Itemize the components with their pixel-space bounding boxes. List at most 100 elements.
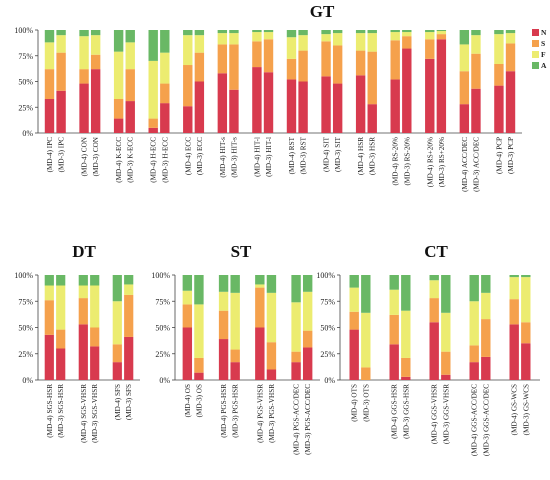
category-label: (MD-4) HSR — [357, 137, 365, 175]
bar-segment-f — [355, 33, 366, 51]
bar-segment-a — [160, 30, 170, 53]
y-tick-label: 100% — [151, 271, 170, 280]
bar-segment-f — [183, 35, 193, 66]
category-label: (MD-3) SFS — [125, 384, 133, 420]
bar-segment-a — [194, 275, 204, 305]
bar-segment-f — [125, 42, 135, 70]
bar-segment-n — [183, 106, 193, 133]
bar-segment-n — [113, 118, 124, 133]
bar-segment-s — [217, 44, 228, 74]
bar-segment-n — [44, 99, 55, 133]
legend-swatch-n — [532, 29, 539, 36]
bar-segment-a — [291, 275, 301, 303]
bar-segment-s — [390, 40, 400, 80]
category-label: (MD-4) GGS-VHSR — [431, 384, 439, 444]
bar-segment-s — [194, 52, 205, 82]
bar-segment-a — [361, 275, 371, 313]
y-tick-label: 25% — [18, 350, 33, 359]
bar-segment-n — [401, 376, 411, 380]
bar-segment-a — [125, 30, 135, 43]
bar-segment-a — [44, 275, 54, 286]
bar-segment-f — [124, 284, 134, 295]
bar-segment-s — [367, 51, 377, 105]
bar-segment-f — [436, 31, 447, 35]
category-label: (MD-4) SFS — [114, 384, 122, 420]
bar-segment-f — [148, 60, 158, 119]
bar-segment-s — [266, 342, 277, 370]
category-label: (MD-3) PGS-HSR — [232, 384, 240, 438]
bar-segment-n — [266, 369, 277, 380]
bar-segment-s — [355, 50, 366, 76]
category-label: (MD-3) RS+20% — [438, 137, 446, 187]
bar-segment-s — [425, 39, 435, 59]
category-label: (MD-3) PGS-VHSR — [268, 384, 276, 443]
bar-segment-f — [44, 42, 55, 70]
category-label: (MD-4) OS — [184, 384, 192, 417]
category-label: (MD-4) HIT-l — [253, 137, 261, 177]
bar-segment-n — [56, 348, 66, 380]
bar-segment-s — [459, 71, 470, 105]
bar-segment-f — [263, 32, 274, 40]
bar-segment-a — [302, 275, 313, 292]
category-label: (MD-4) OTS — [351, 384, 359, 422]
y-tick-label: 25% — [18, 103, 33, 112]
category-label: (MD-4) CON — [81, 136, 89, 176]
bar-segment-n — [402, 48, 412, 133]
category-label: (MD-3) SIT — [334, 136, 342, 172]
bar-segment-n — [494, 85, 504, 133]
bar-segment-a — [252, 30, 262, 33]
category-label: (MD-3) PGS-ACC/DEC — [304, 384, 312, 455]
bar-segment-f — [332, 33, 343, 46]
bar-segment-a — [469, 275, 479, 302]
bar-segment-s — [298, 50, 308, 82]
y-tick-label: 75% — [155, 297, 170, 306]
bar-segment-s — [401, 357, 411, 377]
bar-segment-n — [505, 71, 516, 133]
bar-segment-n — [124, 336, 134, 380]
bar-segment-a — [148, 30, 158, 61]
bar-segment-f — [160, 52, 170, 84]
bar-segment-s — [361, 367, 371, 380]
category-label: (MD-4) PCP — [495, 137, 503, 174]
bar-segment-n — [332, 83, 343, 133]
bar-segment-f — [367, 33, 377, 52]
bar-segment-n — [148, 127, 158, 133]
bar-segment-a — [230, 275, 240, 293]
category-label: (MD-3) PCP — [507, 137, 515, 174]
bar-segment-f — [56, 35, 66, 53]
bar-segment-a — [401, 275, 411, 311]
panel-ct: 0% 25% 50% 75% 100% (MD-4) OTS (MD-3) OTS (MD-4… — [316, 271, 540, 456]
y-tick-label: 75% — [320, 297, 335, 306]
bar-segment-a — [90, 30, 101, 36]
y-tick-label: 75% — [18, 297, 33, 306]
bar-segment-n — [90, 69, 101, 133]
bar-segment-s — [471, 53, 481, 89]
bar-segment-n — [56, 90, 66, 133]
bar-segment-s — [321, 41, 331, 77]
bar-segment-n — [217, 73, 228, 133]
bar-segment-a — [389, 275, 399, 290]
bar-segment-a — [194, 30, 205, 36]
bar-segment-n — [298, 81, 308, 133]
bar-segment-n — [349, 329, 359, 380]
category-label: (MD-4) PGS-ACC/DEC — [293, 384, 301, 455]
bar-segment-n — [218, 339, 229, 380]
bar-segment-f — [56, 285, 66, 330]
bar-segment-n — [459, 104, 470, 133]
bar-segment-n — [481, 356, 491, 380]
bar-segment-n — [252, 67, 262, 133]
bar-segment-s — [78, 298, 88, 325]
bar-segment-s — [389, 314, 399, 345]
category-label: (MD-4) ACC/DEC — [461, 137, 469, 192]
category-label: (MD-4) PGS-VHSR — [256, 384, 264, 443]
y-tick-label: 0% — [22, 129, 33, 138]
category-label: (MD-4) GGS-HSR — [391, 384, 399, 439]
bar-segment-a — [521, 275, 531, 278]
bar-segment-n — [291, 362, 301, 380]
bar-segment-f — [78, 285, 88, 299]
bar-segment-s — [441, 351, 451, 375]
bar-segment-s — [349, 311, 359, 330]
y-tick-label: 50% — [18, 78, 33, 87]
bar-segment-a — [321, 30, 331, 35]
bar-segment-a — [509, 275, 519, 278]
